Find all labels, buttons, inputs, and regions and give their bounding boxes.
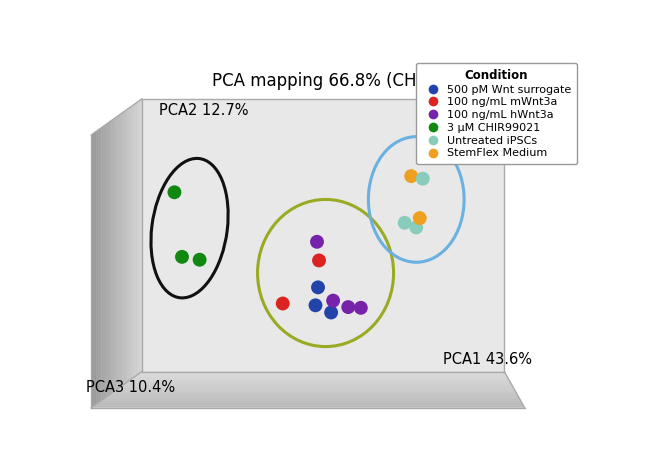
Point xyxy=(400,219,410,226)
Point xyxy=(278,300,288,307)
Point xyxy=(169,189,179,196)
Polygon shape xyxy=(127,381,510,383)
Text: PCA2 12.7%: PCA2 12.7% xyxy=(159,103,249,117)
Polygon shape xyxy=(107,395,519,397)
Polygon shape xyxy=(96,402,523,404)
Point xyxy=(328,297,338,304)
Polygon shape xyxy=(119,386,514,388)
Point xyxy=(326,309,336,316)
Polygon shape xyxy=(114,390,515,391)
Polygon shape xyxy=(127,108,129,383)
Polygon shape xyxy=(91,406,525,408)
Polygon shape xyxy=(96,130,99,404)
Polygon shape xyxy=(112,119,114,393)
Polygon shape xyxy=(119,113,122,388)
Polygon shape xyxy=(134,375,508,377)
Point xyxy=(314,257,324,264)
Text: PCA1 43.6%: PCA1 43.6% xyxy=(443,352,532,367)
Point xyxy=(417,175,428,182)
Point xyxy=(312,238,322,246)
Polygon shape xyxy=(104,397,519,398)
Polygon shape xyxy=(99,128,101,402)
Polygon shape xyxy=(101,398,521,400)
Polygon shape xyxy=(129,106,131,381)
Text: PCA mapping 66.8% (CHP): PCA mapping 66.8% (CHP) xyxy=(213,72,434,90)
Point xyxy=(313,284,323,291)
Polygon shape xyxy=(139,99,142,373)
Polygon shape xyxy=(129,379,510,381)
Polygon shape xyxy=(124,110,127,384)
Point xyxy=(310,302,320,309)
Polygon shape xyxy=(122,384,512,386)
Polygon shape xyxy=(116,115,119,390)
Point xyxy=(343,303,354,311)
Polygon shape xyxy=(136,373,506,375)
Polygon shape xyxy=(91,99,142,408)
Polygon shape xyxy=(112,391,517,393)
Polygon shape xyxy=(122,111,124,386)
Polygon shape xyxy=(101,126,104,400)
Polygon shape xyxy=(124,383,512,384)
Polygon shape xyxy=(131,377,508,379)
Point xyxy=(411,224,421,231)
Point xyxy=(356,304,366,312)
Point xyxy=(177,253,187,260)
Polygon shape xyxy=(104,124,107,398)
Polygon shape xyxy=(109,393,517,395)
Polygon shape xyxy=(131,104,134,379)
Legend: 500 pM Wnt surrogate, 100 ng/mL mWnt3a, 100 ng/mL hWnt3a, 3 μM CHIR99021, Untrea: 500 pM Wnt surrogate, 100 ng/mL mWnt3a, … xyxy=(416,63,577,164)
Polygon shape xyxy=(136,101,139,375)
Polygon shape xyxy=(94,404,523,406)
Point xyxy=(194,256,205,263)
Polygon shape xyxy=(134,103,136,377)
Text: PCA3 10.4%: PCA3 10.4% xyxy=(86,380,176,395)
Point xyxy=(415,214,425,222)
Polygon shape xyxy=(91,133,94,408)
Point xyxy=(406,172,417,180)
Polygon shape xyxy=(109,121,112,395)
Polygon shape xyxy=(91,372,525,408)
Polygon shape xyxy=(114,117,116,391)
Polygon shape xyxy=(107,122,109,397)
Polygon shape xyxy=(94,131,96,406)
Polygon shape xyxy=(116,388,514,390)
Polygon shape xyxy=(99,400,521,402)
Polygon shape xyxy=(139,372,506,373)
Polygon shape xyxy=(142,99,504,372)
